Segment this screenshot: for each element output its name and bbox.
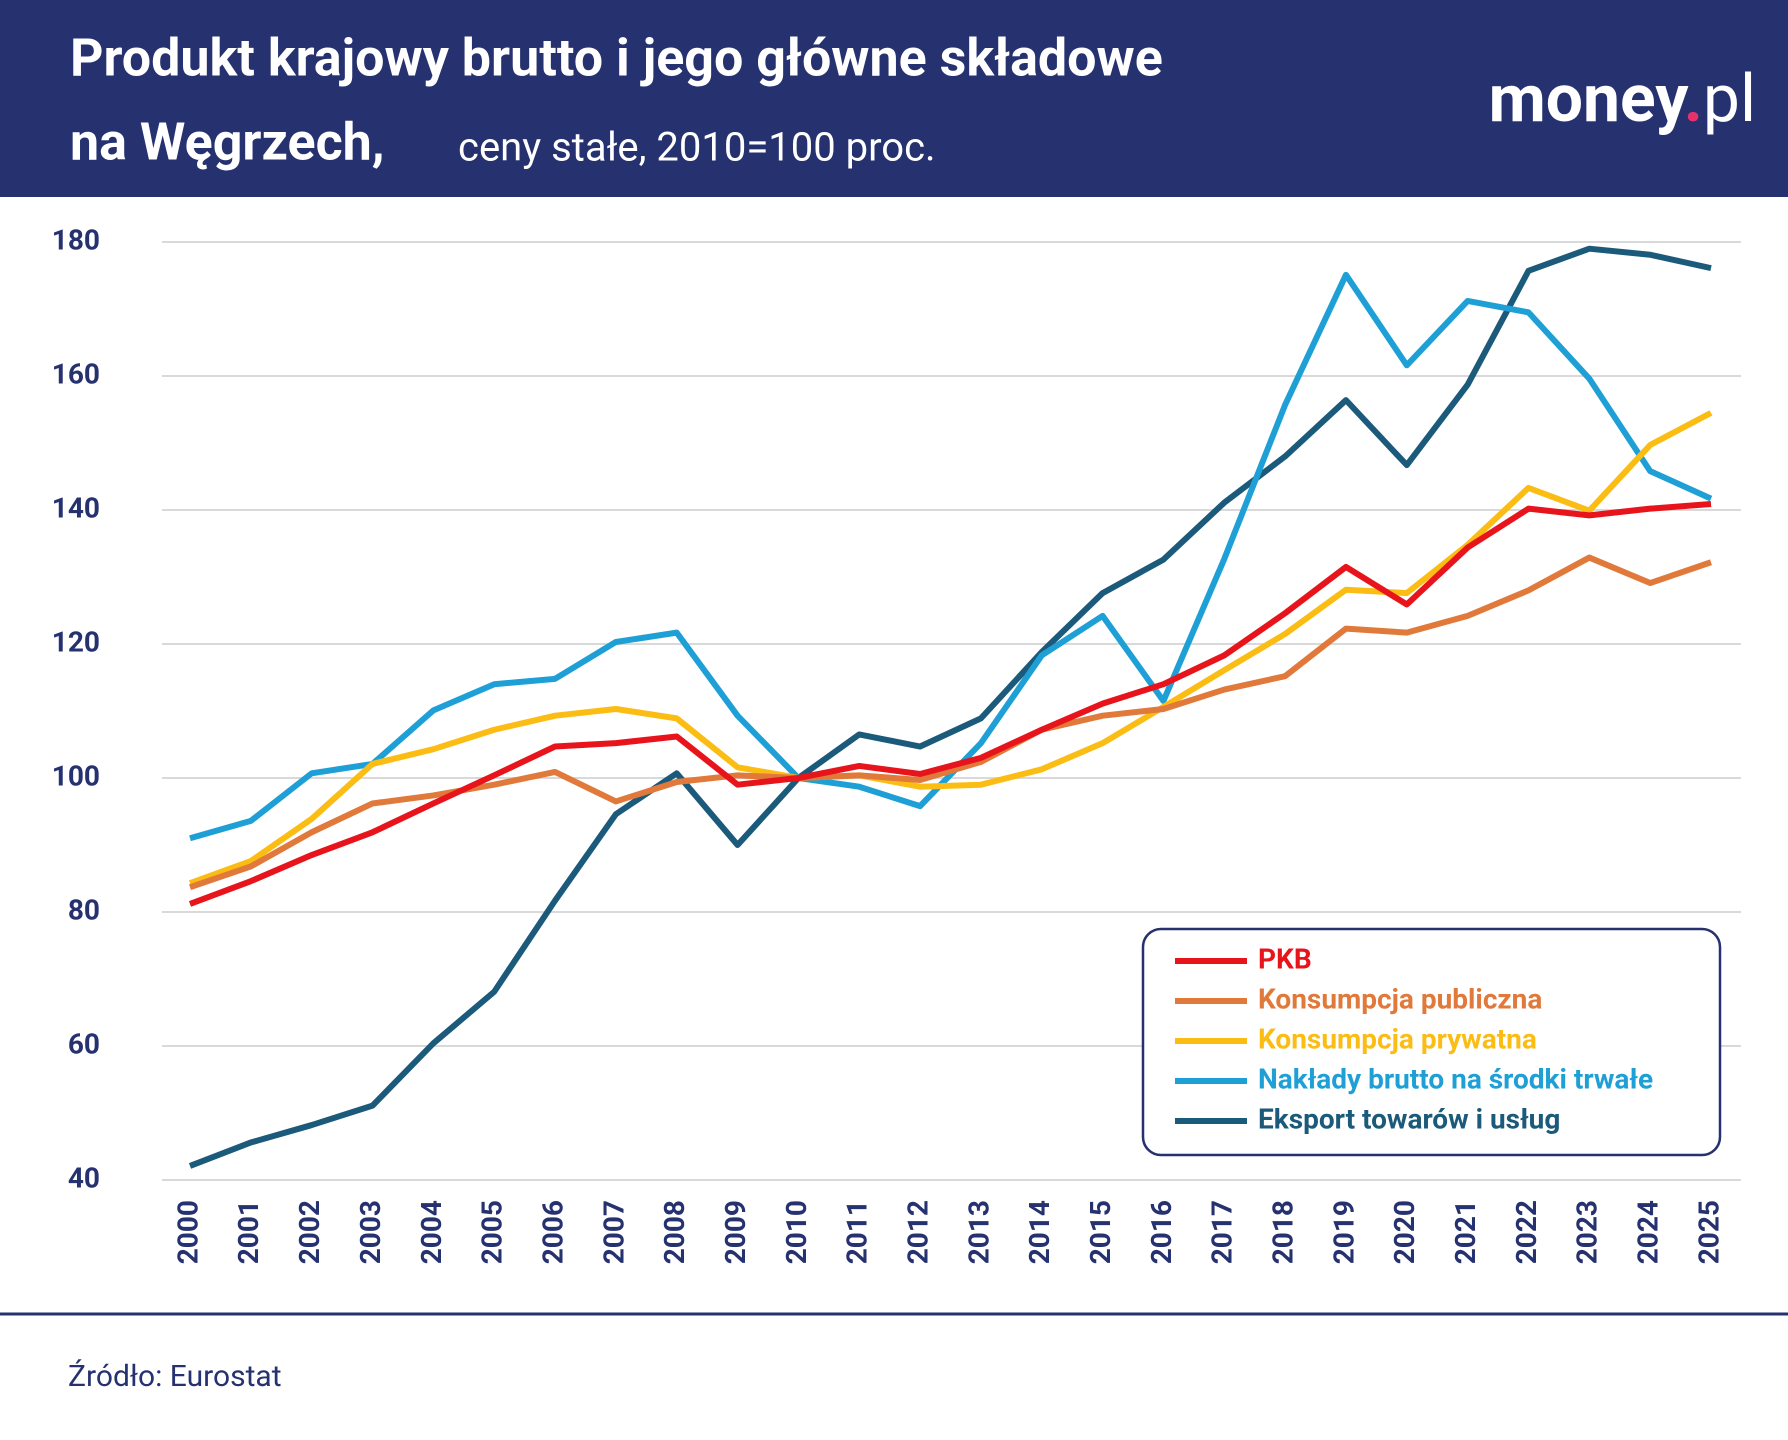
logo: money.pl (1489, 61, 1756, 138)
x-tick-label: 2022 (1510, 1200, 1543, 1264)
x-tick-label: 2007 (597, 1200, 630, 1264)
y-tick-label: 60 (68, 1027, 100, 1060)
x-tick-label: 2021 (1449, 1200, 1482, 1264)
x-tick-label: 2003 (354, 1200, 387, 1264)
legend-box (1141, 927, 1722, 1157)
y-tick-label: 100 (52, 759, 100, 792)
x-tick-label: 2008 (658, 1200, 691, 1264)
series-line (189, 554, 1712, 891)
y-tick-label: 120 (52, 625, 100, 658)
x-tick-label: 2009 (719, 1200, 752, 1264)
x-tick-label: 2005 (476, 1200, 509, 1264)
x-tick-label: 2002 (293, 1200, 326, 1264)
x-tick-label: 2015 (1084, 1200, 1117, 1264)
legend: PKB Konsumpcja publiczna Konsumpcja prywat… (1141, 927, 1722, 1157)
x-tick-label: 2020 (1388, 1200, 1421, 1264)
chart-subtitle: ceny stałe, 2010=100 proc. (458, 124, 936, 171)
series-line (188, 245, 1712, 1169)
legend-label: Nakłady brutto na środki trwałe (1258, 1062, 1653, 1095)
y-tick-label: 40 (68, 1161, 100, 1194)
x-tick-label: 2012 (901, 1200, 934, 1264)
x-tick-label: 2017 (1206, 1200, 1239, 1264)
x-tick-label: 2000 (171, 1200, 204, 1264)
x-tick-label: 2016 (1145, 1200, 1178, 1264)
x-tick-label: 2024 (1632, 1200, 1665, 1264)
legend-label: Konsumpcja prywatna (1258, 1022, 1537, 1055)
y-tick-label: 160 (52, 357, 100, 390)
x-tick-label: 2025 (1692, 1200, 1725, 1264)
logo-name: money (1489, 61, 1690, 138)
x-tick-label: 2019 (1327, 1200, 1360, 1264)
x-tick-label: 2010 (780, 1200, 813, 1264)
source: Źródło: Eurostat (68, 1359, 282, 1394)
logo-tld: pl (1703, 61, 1756, 138)
series-line (188, 500, 1712, 907)
y-tick-label: 140 (52, 491, 100, 524)
x-tick-label: 2001 (232, 1200, 265, 1264)
series-line (189, 271, 1713, 842)
chart-title-line2: na Węgrzech, (70, 112, 385, 173)
x-tick-label: 2011 (841, 1200, 874, 1264)
legend-label: Konsumpcja publiczna (1258, 982, 1542, 1015)
legend-label: PKB (1258, 942, 1312, 975)
chart-title: Produkt krajowy brutto i jego główne skł… (70, 28, 1163, 89)
header-band (0, 0, 1788, 197)
x-tick-label: 2023 (1571, 1200, 1604, 1264)
x-tick-label: 2013 (962, 1200, 995, 1264)
x-tick-label: 2006 (536, 1200, 569, 1264)
legend-label: Eksport towarów i usług (1258, 1102, 1560, 1135)
x-tick-label: 2014 (1023, 1200, 1056, 1264)
x-tick-label: 2004 (415, 1200, 448, 1264)
y-tick-label: 80 (68, 893, 100, 926)
series-line (188, 410, 1713, 887)
x-tick-label: 2018 (1267, 1200, 1300, 1264)
y-tick-label: 180 (52, 223, 100, 256)
logo-dot: . (1684, 61, 1703, 138)
